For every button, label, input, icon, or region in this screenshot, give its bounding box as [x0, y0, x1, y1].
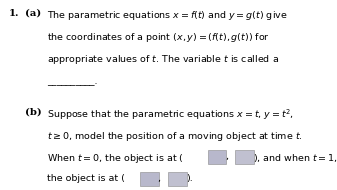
Text: 1.: 1.: [8, 9, 19, 17]
Text: the coordinates of a point $(x, y) = (f(t), g(t))$ for: the coordinates of a point $(x, y) = (f(…: [47, 31, 270, 44]
Text: Suppose that the parametric equations $x = t$, $y = t^2$,: Suppose that the parametric equations $x…: [47, 107, 294, 122]
FancyBboxPatch shape: [168, 172, 187, 186]
Text: ), and when $t = 1$,: ), and when $t = 1$,: [253, 152, 337, 164]
Text: The parametric equations $x = f(t)$ and $y = g(t)$ give: The parametric equations $x = f(t)$ and …: [47, 9, 288, 21]
FancyBboxPatch shape: [140, 172, 159, 186]
FancyBboxPatch shape: [235, 150, 254, 164]
Text: (b): (b): [25, 107, 42, 116]
FancyBboxPatch shape: [208, 150, 226, 164]
Text: $t \geq 0$, model the position of a moving object at time $t$.: $t \geq 0$, model the position of a movi…: [47, 130, 303, 143]
Text: ).: ).: [186, 174, 193, 184]
Text: __________.: __________.: [47, 77, 98, 86]
Text: the object is at (: the object is at (: [47, 174, 131, 184]
Text: ,: ,: [226, 152, 238, 161]
Text: When $t = 0$, the object is at (: When $t = 0$, the object is at (: [47, 152, 188, 165]
Text: ,: ,: [158, 174, 171, 184]
Text: (a): (a): [25, 9, 41, 17]
Text: appropriate values of $t$. The variable $t$ is called a: appropriate values of $t$. The variable …: [47, 53, 279, 66]
